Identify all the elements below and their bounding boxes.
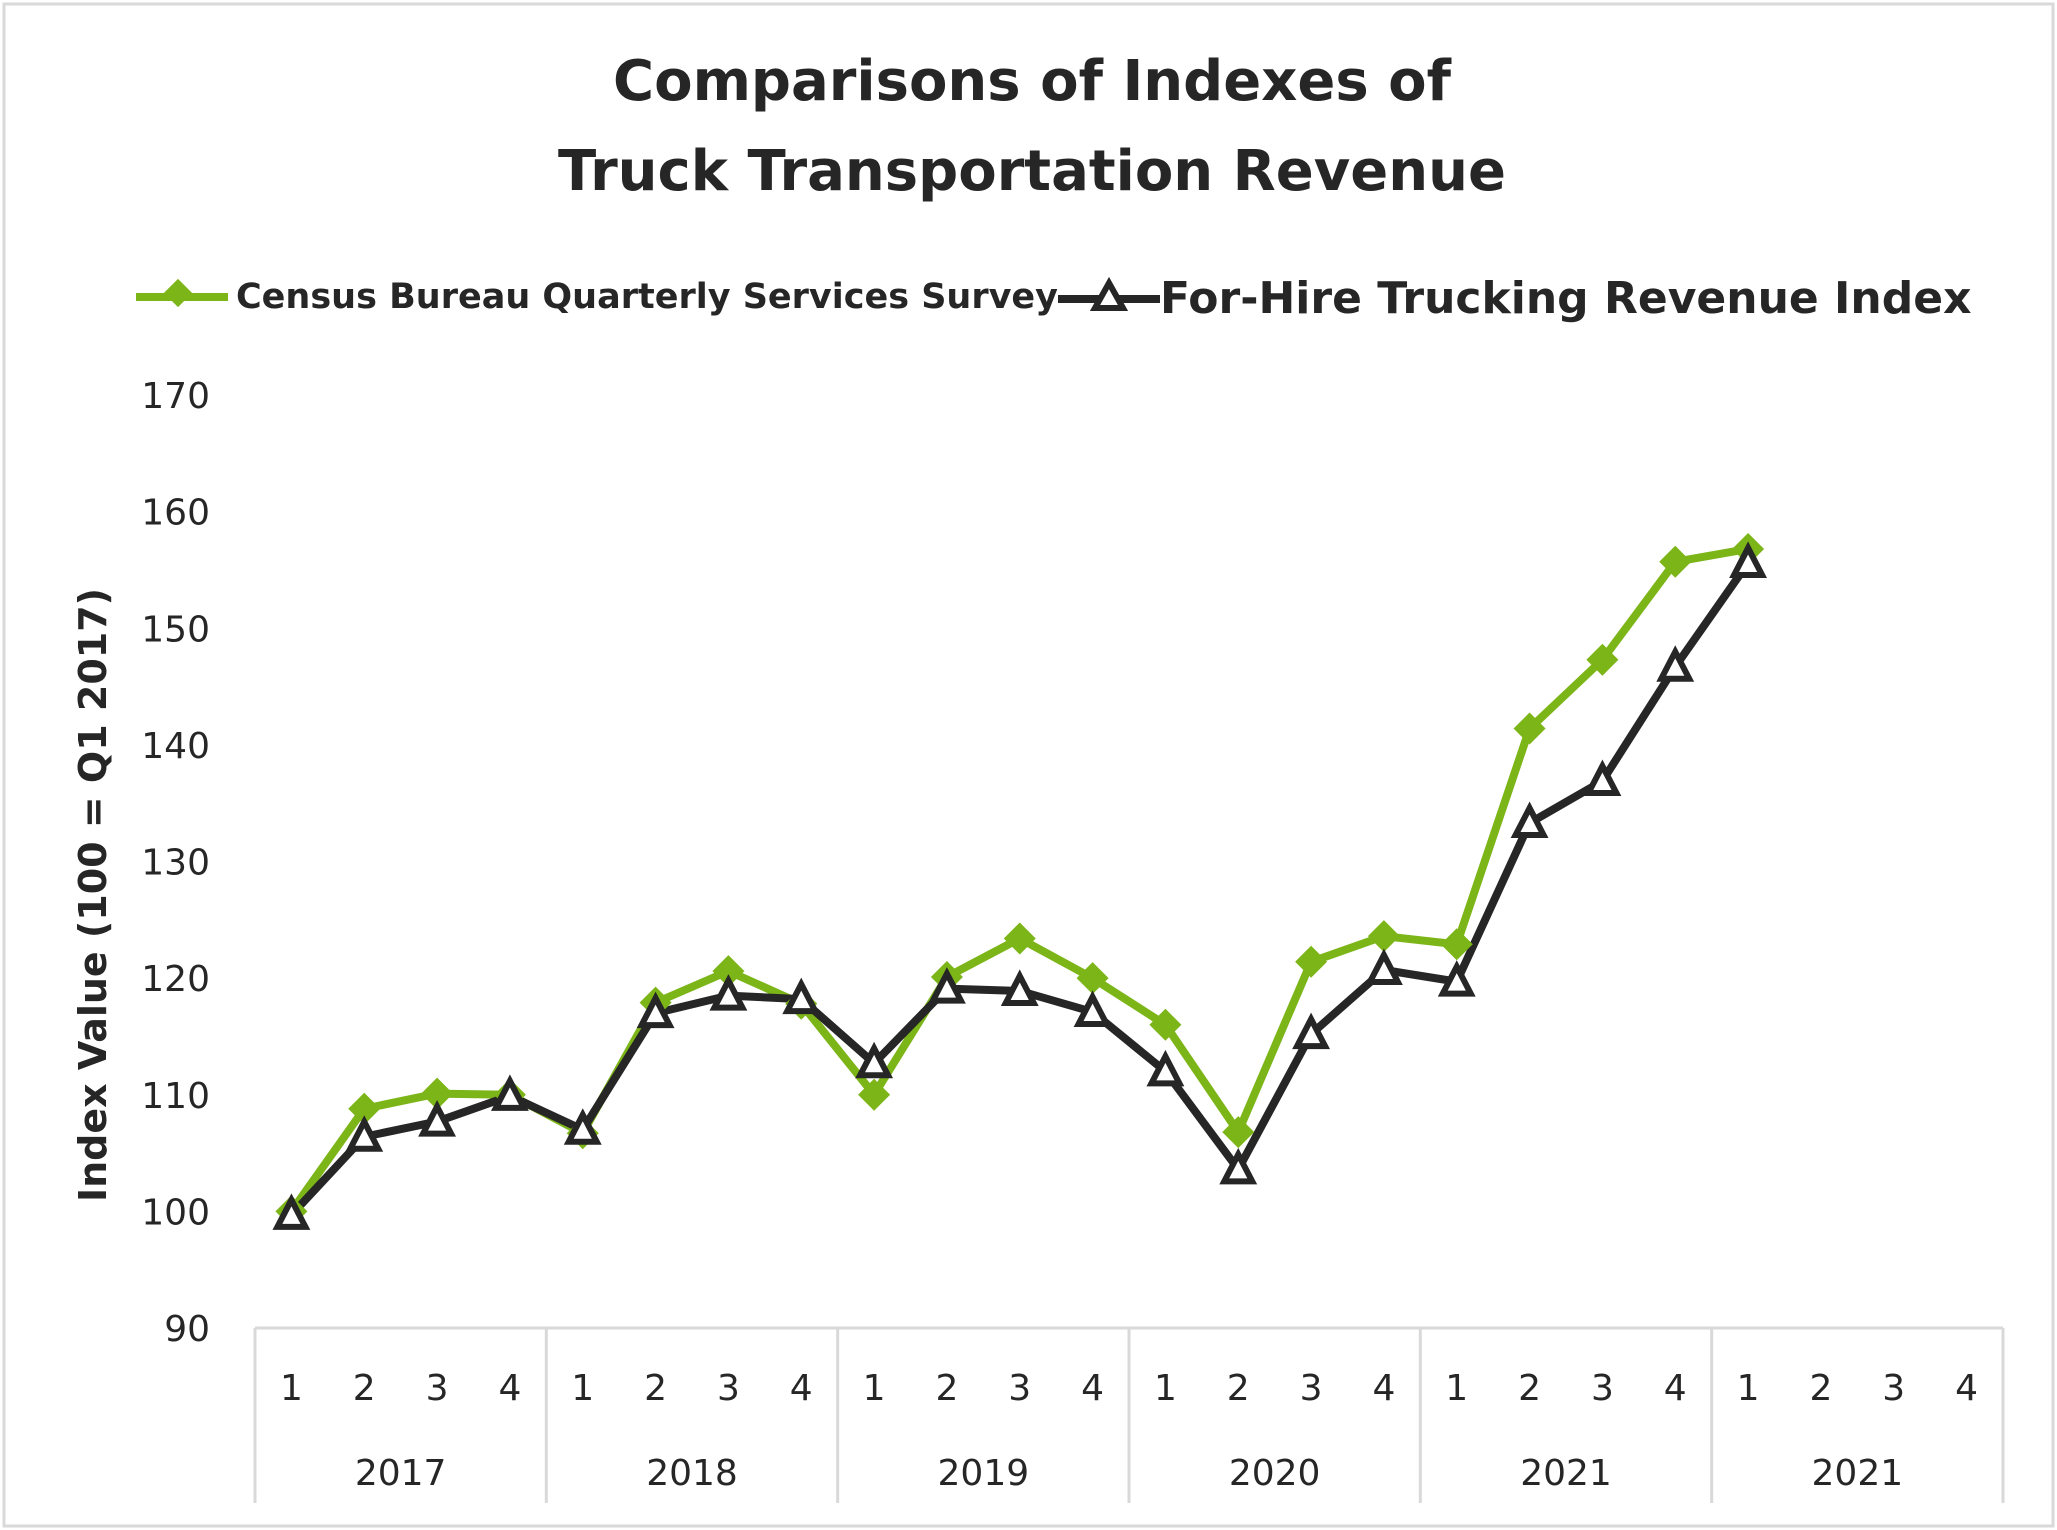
x-year-label: 2020 [1229,1453,1321,1494]
data-point-trucking [636,991,675,1029]
data-point-census [1149,1008,1182,1041]
x-quarter-label: 3 [717,1368,740,1409]
x-quarter-label: 2 [644,1368,667,1409]
x-year-label: 2021 [1520,1453,1612,1494]
y-tick-label: 90 [164,1309,210,1350]
data-point-trucking [1292,1012,1331,1050]
data-point-trucking [1510,801,1549,839]
data-point-census [1586,643,1619,676]
data-point-trucking [1364,948,1403,985]
y-tick-label: 130 [141,843,210,884]
data-point-trucking [855,1041,894,1079]
x-quarter-label: 3 [1591,1368,1614,1409]
data-point-trucking [272,1193,311,1230]
data-point-census [858,1078,891,1111]
chart-title-line-1: Comparisons of Indexes of [613,49,1452,114]
y-tick-label: 100 [141,1192,210,1233]
data-point-trucking [1146,1049,1185,1087]
x-quarter-label: 3 [1882,1368,1905,1409]
data-point-census [712,955,745,988]
x-quarter-label: 4 [1081,1368,1104,1409]
data-point-trucking [1000,969,1039,1006]
x-quarter-label: 1 [280,1368,303,1409]
x-quarter-label: 3 [1008,1368,1031,1409]
y-axis-label: Index Value (100 = Q1 2017) [71,588,115,1202]
data-point-trucking [1437,960,1476,997]
x-quarter-label: 4 [1955,1368,1978,1409]
x-quarter-label: 1 [1737,1368,1760,1409]
data-point-trucking [927,967,966,1004]
data-point-census [1076,962,1109,995]
y-tick-label: 140 [141,726,210,767]
data-point-census [421,1077,454,1110]
legend-label-trucking: For-Hire Trucking Revenue Index [1160,273,1971,324]
data-point-census [1513,712,1546,745]
data-point-trucking [418,1100,457,1137]
data-point-trucking [490,1074,529,1111]
y-tick-label: 120 [141,959,210,1000]
x-year-label: 2017 [355,1453,447,1494]
x-year-label: 2018 [646,1453,738,1494]
y-tick-label: 150 [141,609,210,650]
chart-title-line-2: Truck Transportation Revenue [558,139,1506,204]
x-quarter-label: 1 [571,1368,594,1409]
x-quarter-label: 2 [1227,1368,1250,1409]
y-tick-label: 160 [141,493,210,534]
x-quarter-label: 1 [1445,1368,1468,1409]
data-point-trucking [1729,541,1768,578]
x-year-label: 2019 [938,1453,1030,1494]
data-point-trucking [709,974,748,1011]
data-point-trucking [563,1108,602,1145]
data-point-trucking [1656,645,1695,682]
data-point-census [1222,1116,1255,1149]
x-axis: 1 2 3 4 1 2 3 4 1 2 3 4 1 2 3 4 1 2 3 4 1 2 3 4 2017 2018 2019 2020… [253,1326,2005,1503]
y-tick-label: 170 [141,376,210,417]
x-quarter-label: 1 [863,1368,886,1409]
y-axis-ticks: 90 100 110 120 130 140 150 160 170 [141,376,210,1350]
x-quarter-label: 2 [353,1368,376,1409]
x-quarter-label: 3 [426,1368,449,1409]
x-quarter-label: 3 [1300,1368,1323,1409]
data-point-census [1003,922,1036,955]
triangle-marker-icon [1089,276,1129,311]
x-quarter-label: 4 [790,1368,813,1409]
legend: Census Bureau Quarterly Services Survey … [136,273,1971,324]
data-point-census [1440,928,1473,961]
data-point-census [1367,920,1400,953]
legend-label-census: Census Bureau Quarterly Services Survey [236,277,1058,317]
data-point-census [348,1092,381,1125]
x-quarter-label: 4 [1664,1368,1687,1409]
data-point-trucking [1583,759,1622,797]
data-point-trucking [782,977,821,1015]
x-year-label: 2021 [1812,1453,1904,1494]
x-quarter-label: 2 [935,1368,958,1409]
series-layer [272,532,1768,1230]
data-point-trucking [1219,1147,1258,1185]
data-point-census [1295,945,1328,978]
data-point-census [1659,545,1692,578]
data-point-trucking [1073,990,1112,1027]
data-point-trucking [345,1115,384,1152]
x-quarter-label: 2 [1809,1368,1832,1409]
x-quarter-label: 1 [1154,1368,1177,1409]
x-quarter-label: 4 [1372,1368,1395,1409]
y-tick-label: 110 [141,1076,210,1117]
x-quarter-label: 2 [1518,1368,1541,1409]
x-quarter-label: 4 [498,1368,521,1409]
